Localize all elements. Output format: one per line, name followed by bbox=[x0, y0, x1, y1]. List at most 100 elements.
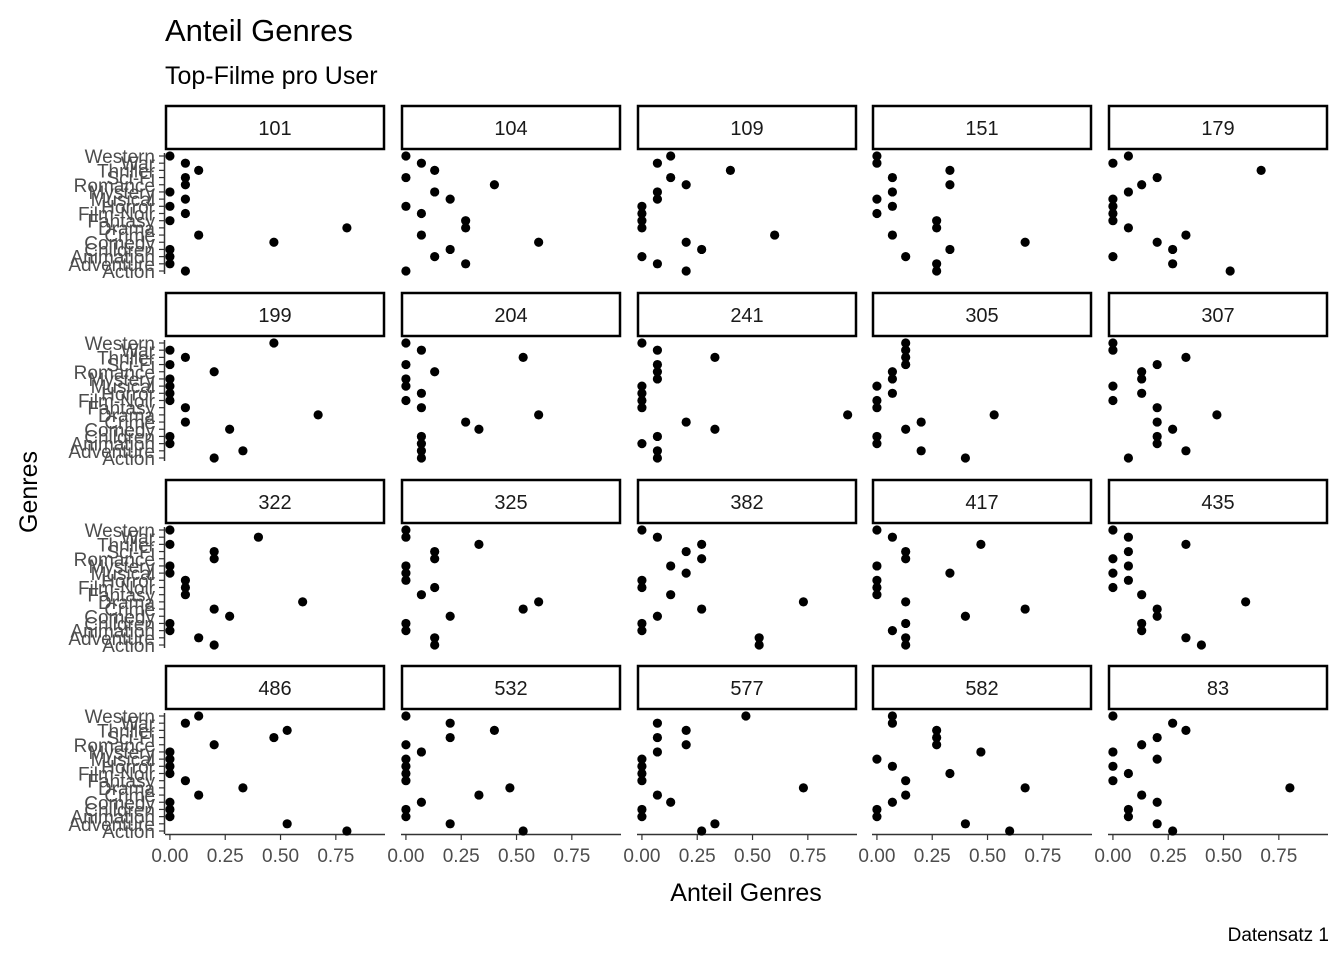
data-point bbox=[1212, 410, 1222, 420]
data-point bbox=[445, 611, 455, 621]
x-tick-label: 0.00 bbox=[858, 846, 895, 867]
data-point bbox=[901, 618, 911, 629]
data-point bbox=[1152, 754, 1162, 764]
data-point bbox=[652, 611, 663, 621]
data-point bbox=[932, 740, 942, 750]
facet-strip-label: 204 bbox=[494, 305, 527, 327]
data-point bbox=[932, 223, 942, 233]
data-point bbox=[887, 388, 898, 398]
y-tick-label: Thriller bbox=[97, 161, 156, 182]
data-point bbox=[194, 633, 204, 643]
data-point bbox=[1137, 626, 1147, 636]
y-tick-label: Horror bbox=[101, 757, 156, 778]
data-point bbox=[652, 718, 663, 728]
data-point bbox=[1123, 151, 1134, 161]
data-point bbox=[165, 187, 175, 197]
y-tick-label: Action bbox=[102, 262, 155, 283]
data-point bbox=[945, 244, 955, 255]
data-point bbox=[960, 453, 971, 463]
facet-panel-241: 241 bbox=[636, 291, 858, 463]
data-point bbox=[872, 381, 882, 391]
data-point bbox=[518, 352, 528, 362]
data-point bbox=[1152, 431, 1162, 442]
data-point bbox=[652, 431, 663, 442]
data-point bbox=[474, 539, 484, 549]
data-point bbox=[1108, 194, 1118, 204]
data-point bbox=[652, 345, 663, 355]
data-point bbox=[637, 618, 647, 629]
data-point bbox=[430, 554, 440, 564]
data-point bbox=[505, 783, 515, 793]
y-tick-label: Mystery bbox=[89, 370, 156, 391]
data-point bbox=[681, 740, 691, 750]
y-tick-label: Horror bbox=[101, 384, 156, 405]
data-point bbox=[430, 633, 440, 643]
data-point bbox=[901, 424, 911, 434]
data-point bbox=[887, 761, 898, 771]
y-tick-label: Adventure bbox=[68, 629, 155, 650]
data-point bbox=[401, 711, 411, 721]
x-tick-label: 0.75 bbox=[1260, 846, 1297, 867]
data-point bbox=[652, 194, 663, 204]
data-point bbox=[637, 754, 647, 764]
data-point bbox=[445, 244, 455, 255]
data-point bbox=[225, 424, 235, 434]
data-point bbox=[180, 208, 191, 219]
data-point bbox=[1168, 259, 1178, 269]
data-point bbox=[637, 626, 647, 636]
facet-panel-199: 199 WesternThrillerWarRomanceSci-FiMusica… bbox=[68, 291, 386, 470]
data-point bbox=[165, 525, 175, 535]
data-point bbox=[681, 725, 691, 735]
data-point bbox=[1108, 208, 1118, 219]
facet-strip bbox=[164, 291, 386, 338]
chart-title: Anteil Genres bbox=[165, 13, 353, 48]
data-point bbox=[754, 633, 764, 643]
data-point bbox=[652, 446, 663, 456]
data-point bbox=[180, 776, 191, 786]
facet-panel-325: 325 bbox=[400, 478, 622, 650]
data-point bbox=[725, 165, 736, 175]
facet-panel-109: 109 bbox=[636, 104, 858, 276]
y-tick-label: Horror bbox=[101, 571, 156, 592]
data-point bbox=[945, 165, 955, 175]
y-tick-label: War bbox=[121, 154, 156, 175]
facet-strip-label: 382 bbox=[730, 492, 763, 514]
y-tick-label: Action bbox=[102, 449, 155, 470]
y-tick-label: War bbox=[121, 528, 156, 549]
facet-panel-204: 204 bbox=[400, 291, 622, 463]
data-point bbox=[209, 367, 219, 377]
data-point bbox=[1108, 568, 1118, 578]
facet-strip-label: 307 bbox=[1201, 305, 1234, 327]
data-point bbox=[1137, 740, 1147, 750]
data-point bbox=[518, 604, 528, 614]
facet-strip bbox=[400, 478, 622, 525]
y-tick-label: Drama bbox=[98, 406, 155, 427]
facet-panel-104: 104 bbox=[400, 104, 622, 276]
data-point bbox=[1137, 180, 1147, 190]
data-point bbox=[843, 410, 853, 420]
data-point bbox=[1196, 640, 1207, 650]
x-tick-label: 0.25 bbox=[1150, 846, 1187, 867]
facet-panel-417: 417 bbox=[871, 478, 1093, 650]
data-point bbox=[1152, 172, 1162, 183]
data-point bbox=[887, 626, 898, 636]
data-point bbox=[269, 237, 279, 247]
data-point bbox=[1181, 352, 1191, 362]
data-point bbox=[901, 359, 911, 370]
facet-panel-307: 307 bbox=[1107, 291, 1329, 463]
data-point bbox=[209, 546, 219, 557]
data-point bbox=[872, 582, 882, 593]
data-point bbox=[697, 826, 707, 836]
data-point bbox=[901, 546, 911, 557]
facet-panel-532: 532 0.00 0.25 0.50 0.75 bbox=[387, 664, 622, 867]
data-point bbox=[901, 338, 911, 348]
data-point bbox=[1152, 439, 1162, 449]
data-point bbox=[165, 618, 175, 629]
data-point bbox=[225, 611, 235, 621]
data-point bbox=[710, 424, 720, 434]
data-point bbox=[1225, 266, 1235, 276]
facet-strip bbox=[1107, 104, 1329, 151]
x-tick-label: 0.50 bbox=[969, 846, 1006, 867]
data-point bbox=[901, 640, 911, 650]
